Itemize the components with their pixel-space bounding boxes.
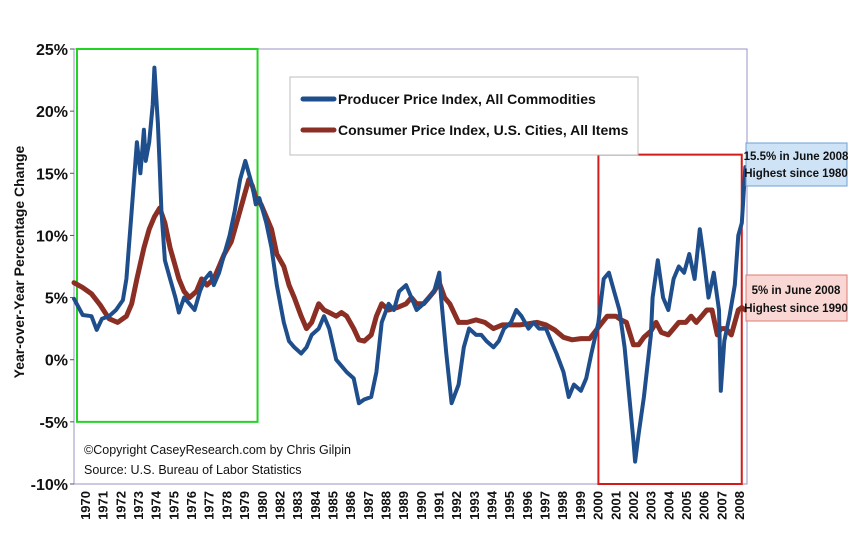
x-tick-label: 1995 bbox=[502, 491, 517, 520]
y-tick-label: -10% bbox=[31, 477, 68, 494]
x-tick-label: 1979 bbox=[237, 491, 252, 520]
x-tick-label: 2007 bbox=[714, 491, 729, 520]
x-tick-label: 1999 bbox=[573, 491, 588, 520]
x-tick-label: 2008 bbox=[732, 491, 747, 520]
x-tick-label: 1975 bbox=[166, 491, 181, 520]
plot-frame bbox=[73, 48, 748, 485]
x-tick-label: 1973 bbox=[131, 491, 146, 520]
y-tick-label: 10% bbox=[36, 228, 68, 245]
x-axis-ticks: 1970 1971 1972 1973 1974 1975 1976 1977 1978 1979… bbox=[78, 490, 747, 520]
plot-area-border bbox=[73, 48, 748, 485]
legend-label-ppi: Producer Price Index, All Commodities bbox=[338, 91, 596, 107]
x-tick-label: 1990 bbox=[414, 491, 429, 520]
callout-ppi-box bbox=[745, 142, 848, 187]
x-tick-label: 1987 bbox=[361, 491, 376, 520]
y-tick-label: 20% bbox=[36, 104, 68, 121]
x-tick-label: 2005 bbox=[679, 491, 694, 520]
series-lines bbox=[71, 65, 748, 464]
x-tick-label: 1986 bbox=[343, 491, 358, 520]
x-tick-label: 1996 bbox=[520, 491, 535, 520]
x-tick-label: 1974 bbox=[149, 490, 164, 520]
y-axis-label: Year-over-Year Percentage Change bbox=[11, 145, 27, 378]
x-tick-label: 1988 bbox=[378, 491, 393, 520]
x-tick-label: 1997 bbox=[538, 491, 553, 520]
copyright-note: ©Copyright CaseyResearch.com by Chris Gi… bbox=[84, 443, 351, 457]
x-tick-label: 1998 bbox=[555, 491, 570, 520]
x-tick-label: 1972 bbox=[113, 491, 128, 520]
y-tick-label: -5% bbox=[40, 415, 68, 432]
x-tick-label: 1971 bbox=[96, 491, 111, 520]
x-tick-label: 2002 bbox=[626, 491, 641, 520]
x-tick-label: 1989 bbox=[396, 491, 411, 520]
x-tick-label: 1977 bbox=[202, 491, 217, 520]
callout-ppi: 15.5% in June 2008 Highest since 1980 bbox=[744, 142, 849, 187]
series-line-ppi bbox=[72, 65, 748, 464]
x-tick-label: 1978 bbox=[219, 491, 234, 520]
y-axis-ticks: -10% -5% 0% 5% 10% 15% 20% 25% bbox=[31, 42, 74, 494]
callout-cpi-line2: Highest since 1990 bbox=[744, 303, 848, 315]
x-tick-label: 1991 bbox=[432, 491, 447, 520]
legend: Producer Price Index, All Commodities Co… bbox=[289, 76, 639, 156]
callout-cpi-box bbox=[745, 274, 848, 322]
x-tick-label: 2003 bbox=[644, 491, 659, 520]
x-tick-label: 2006 bbox=[697, 491, 712, 520]
x-tick-label: 1983 bbox=[290, 491, 305, 520]
x-tick-label: 1984 bbox=[308, 490, 323, 520]
x-tick-label: 1994 bbox=[485, 490, 500, 520]
callout-cpi: 5% in June 2008 Highest since 1990 bbox=[744, 274, 848, 322]
x-tick-label: 1982 bbox=[272, 491, 287, 520]
highlight-box-0 bbox=[76, 48, 259, 423]
legend-box bbox=[289, 76, 639, 156]
x-tick-label: 1985 bbox=[325, 491, 340, 520]
x-tick-label: 2004 bbox=[661, 490, 676, 520]
series-line-cpi bbox=[71, 177, 748, 348]
legend-label-cpi: Consumer Price Index, U.S. Cities, All I… bbox=[338, 122, 629, 138]
callout-ppi-line1: 15.5% in June 2008 bbox=[744, 151, 849, 163]
x-tick-label: 2000 bbox=[591, 491, 606, 520]
x-tick-label: 1980 bbox=[255, 491, 270, 520]
x-tick-label: 1992 bbox=[449, 491, 464, 520]
source-note: Source: U.S. Bureau of Labor Statistics bbox=[84, 463, 301, 477]
x-tick-label: 1976 bbox=[184, 491, 199, 520]
y-tick-label: 0% bbox=[45, 353, 68, 370]
x-tick-label: 2001 bbox=[608, 491, 623, 520]
y-tick-label: 5% bbox=[45, 291, 68, 308]
callout-cpi-line1: 5% in June 2008 bbox=[752, 285, 841, 297]
callout-ppi-line2: Highest since 1980 bbox=[744, 168, 848, 180]
x-tick-label: 1970 bbox=[78, 491, 93, 520]
y-tick-label: 25% bbox=[36, 42, 68, 59]
y-tick-label: 15% bbox=[36, 166, 68, 183]
x-tick-label: 1993 bbox=[467, 491, 482, 520]
